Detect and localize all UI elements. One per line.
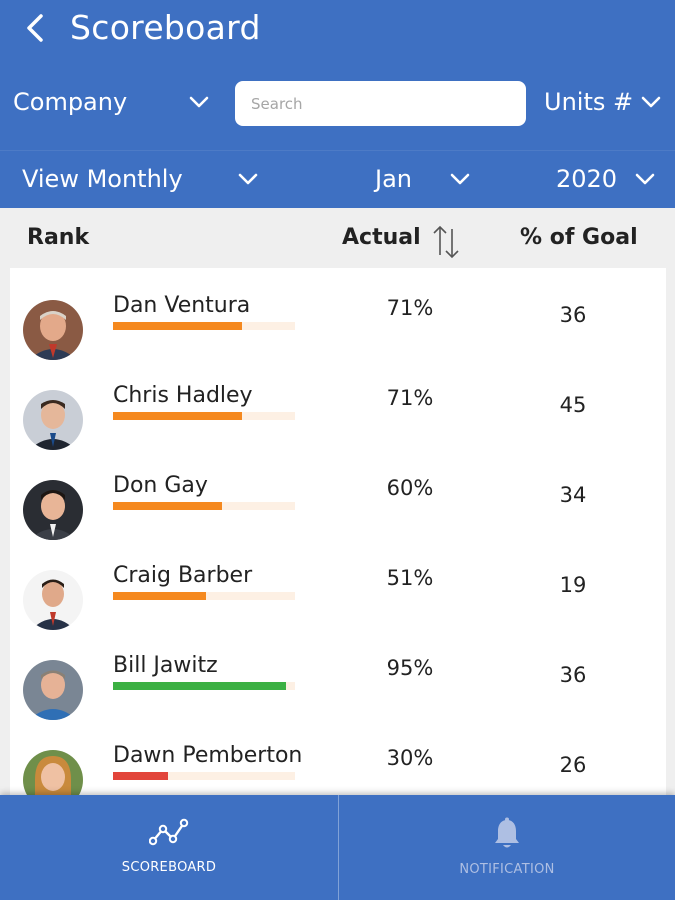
goal-value: 36 bbox=[559, 303, 587, 327]
chevron-left-icon bbox=[27, 14, 43, 42]
chevron-down-icon bbox=[641, 96, 661, 108]
progress-bar-fill bbox=[113, 682, 286, 690]
chevron-down-icon bbox=[238, 173, 257, 185]
actual-column-header[interactable]: Actual bbox=[342, 224, 421, 252]
tab-notification[interactable]: NOTIFICATION bbox=[339, 795, 675, 900]
actual-column-label: Actual bbox=[342, 225, 421, 250]
tab-notification-label: NOTIFICATION bbox=[459, 862, 555, 877]
avatar bbox=[23, 570, 83, 630]
progress-bar-fill bbox=[113, 592, 206, 600]
tab-scoreboard-label: SCOREBOARD bbox=[121, 860, 217, 875]
company-dropdown[interactable]: Company bbox=[13, 88, 209, 116]
leaderboard-row[interactable]: Chris Hadley 71% 45 bbox=[10, 383, 666, 480]
page-title: Scoreboard bbox=[70, 8, 261, 47]
progress-bar bbox=[113, 772, 295, 780]
leaderboard-list: Dan Ventura 71% 36 Chris Hadley 71% 45 bbox=[10, 268, 666, 795]
actual-value: 30% bbox=[386, 746, 434, 770]
progress-bar-fill bbox=[113, 412, 243, 420]
progress-bar bbox=[113, 502, 295, 510]
rep-name: Craig Barber bbox=[113, 563, 253, 588]
actual-value: 51% bbox=[386, 566, 434, 590]
period-dropdown[interactable]: View Monthly bbox=[22, 165, 258, 193]
goal-value: 36 bbox=[559, 663, 587, 687]
progress-bar-fill bbox=[113, 502, 223, 510]
line-chart-icon bbox=[149, 818, 189, 846]
progress-bar bbox=[113, 682, 295, 690]
units-dropdown[interactable]: Units # bbox=[544, 88, 661, 116]
leaderboard-row[interactable]: Dan Ventura 71% 36 bbox=[10, 293, 666, 390]
units-dropdown-label: Units # bbox=[544, 88, 634, 116]
rep-name: Don Gay bbox=[113, 473, 208, 498]
chevron-down-icon bbox=[450, 173, 470, 185]
bell-icon bbox=[495, 817, 519, 848]
chevron-down-icon bbox=[189, 96, 209, 108]
back-button[interactable] bbox=[18, 10, 52, 46]
rep-name: Dawn Pemberton bbox=[113, 743, 303, 768]
table-header: Rank Actual % of Goal bbox=[0, 208, 675, 268]
app-header: Scoreboard bbox=[0, 0, 675, 58]
list-gutter-right bbox=[666, 268, 675, 795]
bottom-tab-bar: SCOREBOARD NOTIFICATION bbox=[0, 795, 675, 900]
goal-column-header: % of Goal bbox=[520, 225, 638, 250]
year-dropdown[interactable]: 2020 bbox=[556, 165, 655, 193]
rep-name: Dan Ventura bbox=[113, 293, 251, 318]
company-dropdown-label: Company bbox=[13, 88, 128, 116]
leaderboard-row[interactable]: Bill Jawitz 95% 36 bbox=[10, 653, 666, 750]
avatar bbox=[23, 480, 83, 540]
progress-bar bbox=[113, 322, 295, 330]
rep-name: Bill Jawitz bbox=[113, 653, 218, 678]
tab-divider bbox=[338, 795, 339, 900]
filter-bar-bottom: View Monthly Jan 2020 bbox=[0, 150, 675, 208]
goal-value: 26 bbox=[559, 753, 587, 777]
month-dropdown-label: Jan bbox=[375, 165, 412, 193]
period-dropdown-label: View Monthly bbox=[22, 165, 183, 193]
tab-scoreboard[interactable]: SCOREBOARD bbox=[0, 795, 338, 900]
month-dropdown[interactable]: Jan bbox=[375, 165, 470, 193]
leaderboard-row[interactable]: Dawn Pemberton 30% 26 bbox=[10, 743, 666, 795]
avatar bbox=[23, 750, 83, 795]
search-input[interactable] bbox=[235, 81, 526, 126]
goal-value: 34 bbox=[559, 483, 587, 507]
actual-value: 60% bbox=[386, 476, 434, 500]
year-dropdown-label: 2020 bbox=[556, 165, 618, 193]
avatar bbox=[23, 390, 83, 450]
rep-name: Chris Hadley bbox=[113, 383, 253, 408]
actual-value: 71% bbox=[386, 296, 434, 320]
rank-column-header: Rank bbox=[27, 225, 90, 250]
leaderboard-row[interactable]: Craig Barber 51% 19 bbox=[10, 563, 666, 660]
progress-bar bbox=[113, 412, 295, 420]
actual-value: 95% bbox=[386, 656, 434, 680]
filter-bar-top: Company Units # bbox=[0, 58, 675, 150]
progress-bar bbox=[113, 592, 295, 600]
progress-bar-fill bbox=[113, 772, 168, 780]
sort-arrows-icon[interactable] bbox=[431, 222, 461, 262]
avatar bbox=[23, 660, 83, 720]
progress-bar-fill bbox=[113, 322, 243, 330]
goal-value: 19 bbox=[559, 573, 587, 597]
chevron-down-icon bbox=[635, 173, 655, 185]
list-gutter-left bbox=[0, 268, 10, 795]
leaderboard-row[interactable]: Don Gay 60% 34 bbox=[10, 473, 666, 570]
goal-value: 45 bbox=[559, 393, 587, 417]
avatar bbox=[23, 300, 83, 360]
actual-value: 71% bbox=[386, 386, 434, 410]
